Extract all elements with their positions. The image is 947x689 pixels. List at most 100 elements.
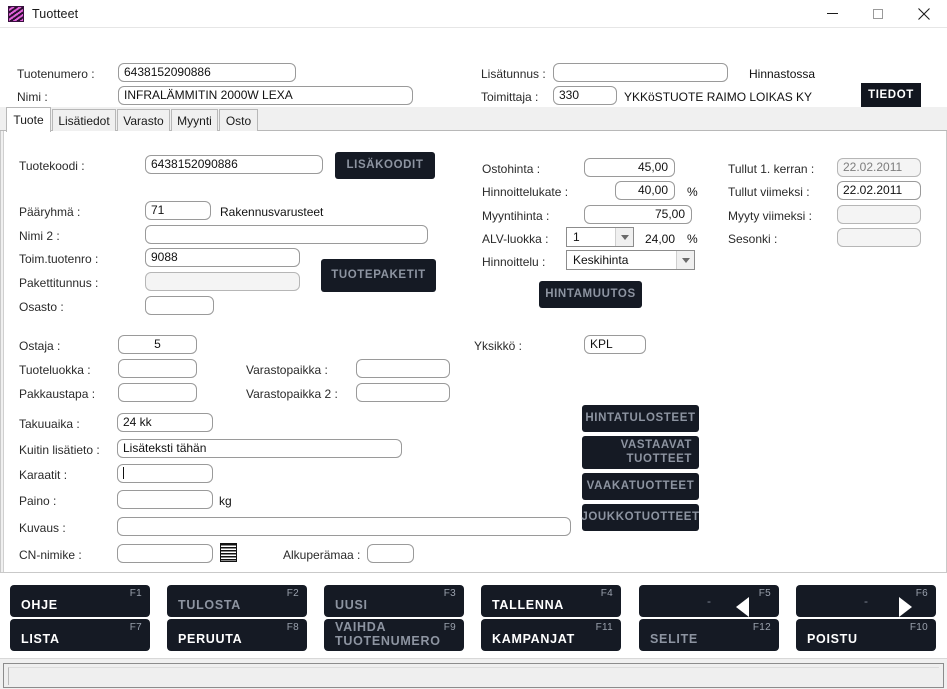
fkey-peruuta[interactable]: F8 PERUUTA [167, 619, 307, 651]
tab-tuote[interactable]: Tuote [6, 107, 51, 132]
lisatunnus-input[interactable] [553, 63, 728, 82]
hinnoittelu-select[interactable]: Keskihinta [566, 250, 695, 270]
nimi2-input[interactable] [145, 225, 428, 244]
vastaavat-tuotteet-button[interactable]: VASTAAVAT TUOTTEET [582, 436, 699, 469]
toimittaja-input[interactable]: 330 [553, 86, 617, 105]
chevron-down-icon [615, 228, 633, 246]
fkey-ohje[interactable]: F1 OHJE [10, 585, 150, 617]
varastopaikka-2-input[interactable] [356, 383, 450, 402]
close-icon[interactable] [901, 0, 947, 27]
label-yksikko: Yksikkö : [474, 339, 523, 353]
label-alkuperamaa: Alkuperämaa : [283, 548, 361, 562]
fkey-vaihda-tuotenumero[interactable]: F9 VAIHDA TUOTENUMERO [324, 619, 464, 651]
fkey-ohje-num: F1 [129, 588, 142, 599]
fkey-kampanjat[interactable]: F11 KAMPANJAT [481, 619, 621, 651]
tuotenumero-input[interactable]: 6438152090886 [118, 63, 296, 82]
pakkaustapa-input[interactable] [118, 383, 197, 402]
label-karaatit: Karaatit : [19, 468, 68, 482]
label-tullut-viimeksi: Tullut viimeksi : [728, 185, 810, 199]
label-tullut-1-kerran: Tullut 1. kerran : [728, 162, 815, 176]
fkey-tallenna[interactable]: F4 TALLENNA [481, 585, 621, 617]
label-tuotenumero: Tuotenumero : [17, 67, 95, 81]
yksikko-input[interactable]: KPL [584, 335, 646, 354]
alkuperamaa-input[interactable] [367, 544, 414, 563]
myyntihinta-input[interactable]: 75,00 [584, 205, 692, 224]
cn-nimike-input[interactable] [117, 544, 213, 563]
tuotekoodi-input[interactable]: 6438152090886 [145, 155, 323, 174]
karaatit-input[interactable] [117, 464, 213, 483]
joukkotuotteet-button[interactable]: JOUKKOTUOTTEET [581, 504, 699, 531]
arrow-right-icon [899, 597, 912, 617]
kuitin-lisatieto-input[interactable]: Lisäteksti tähän [117, 439, 402, 458]
hinnoittelukate-unit: % [687, 185, 698, 199]
tullut-1-kerran-input[interactable]: 22.02.2011 [837, 158, 921, 177]
paaryhma-input[interactable]: 71 [145, 201, 211, 220]
label-kuitin-lisatieto: Kuitin lisätieto : [19, 443, 100, 457]
hintamuutos-button[interactable]: HINTAMUUTOS [539, 281, 642, 308]
pakettitunnus-input[interactable] [145, 272, 300, 291]
label-ostaja: Ostaja : [19, 339, 61, 353]
osasto-input[interactable] [145, 296, 214, 315]
maximize-icon[interactable] [855, 0, 901, 27]
fkey-tulosta[interactable]: F2 TULOSTA [167, 585, 307, 617]
fkey-lista-num: F7 [129, 622, 142, 633]
fkey-lista[interactable]: F7 LISTA [10, 619, 150, 651]
tullut-viimeksi-input[interactable]: 22.02.2011 [837, 181, 921, 200]
lisakoodit-button[interactable]: LISÄKOODIT [335, 152, 435, 179]
fkey-previous-num: F5 [758, 588, 771, 599]
alv-luokka-value: 1 [573, 230, 580, 244]
takuuaika-input[interactable]: 24 kk [117, 413, 213, 432]
tab-osto[interactable]: Osto [219, 109, 258, 131]
fkey-tulosta-num: F2 [286, 588, 299, 599]
fkey-poistu[interactable]: F10 POISTU [796, 619, 936, 651]
tab-myynti[interactable]: Myynti [171, 109, 218, 131]
label-paaryhma: Pääryhmä : [19, 205, 81, 219]
fkey-next[interactable]: F6 - [796, 585, 936, 617]
paino-input[interactable] [117, 490, 213, 509]
tab-content-tuote: Tuotekoodi : 6438152090886 LISÄKOODIT Pä… [0, 131, 947, 573]
label-myyty-viimeksi: Myyty viimeksi : [728, 209, 812, 223]
label-hinnoittelukate: Hinnoittelukate : [482, 185, 569, 199]
ostohinta-input[interactable]: 45,00 [584, 158, 675, 177]
fkey-previous[interactable]: F5 - [639, 585, 779, 617]
fkey-tallenna-num: F4 [600, 588, 613, 599]
fkey-next-label: - [864, 594, 868, 608]
fkey-uusi[interactable]: F3 UUSI [324, 585, 464, 617]
label-toimittaja: Toimittaja : [481, 90, 539, 104]
status-message-text [8, 667, 939, 685]
label-sesonki: Sesonki : [728, 232, 778, 246]
label-paino: Paino : [19, 494, 57, 508]
tuoteluokka-input[interactable] [118, 359, 197, 378]
fkey-poistu-num: F10 [909, 622, 928, 633]
tiedot-button[interactable]: TIEDOT [861, 83, 921, 108]
label-pakettitunnus: Pakettitunnus : [19, 276, 99, 290]
kuvaus-input[interactable] [117, 517, 571, 536]
myyty-viimeksi-input[interactable] [837, 205, 921, 224]
tuotepaketit-button[interactable]: TUOTEPAKETIT [321, 259, 436, 292]
fkey-previous-label: - [707, 594, 711, 608]
fkey-peruuta-num: F8 [286, 622, 299, 633]
hintatulosteet-button[interactable]: HINTATULOSTEET [582, 405, 699, 432]
fkey-vaihda-tuotenumero-num: F9 [443, 622, 456, 633]
varastopaikka-input[interactable] [356, 359, 450, 378]
tab-varasto[interactable]: Varasto [117, 109, 170, 131]
sesonki-input[interactable] [837, 228, 921, 247]
paino-unit: kg [219, 494, 232, 508]
function-key-bar: F1 OHJE F2 TULOSTA F3 UUSI F4 TALLENNA F… [0, 578, 947, 658]
minimize-icon[interactable] [809, 0, 855, 27]
tab-lisatiedot[interactable]: Lisätiedot [52, 109, 116, 131]
ostaja-input[interactable]: 5 [118, 335, 197, 354]
vaakatuotteet-button[interactable]: VAAKATUOTTEET [582, 473, 699, 500]
hinnoittelukate-input[interactable]: 40,00 [615, 181, 675, 200]
fkey-selite[interactable]: F12 SELITE [639, 619, 779, 651]
label-tuotekoodi: Tuotekoodi : [19, 159, 85, 173]
toim-tuotenro-input[interactable]: 9088 [145, 248, 300, 267]
nimi-input[interactable]: INFRALÄMMITIN 2000W LEXA [118, 86, 413, 105]
alv-luokka-select[interactable]: 1 [566, 227, 634, 247]
label-pakkaustapa: Pakkaustapa : [19, 387, 96, 401]
panel-left-edge [1, 131, 4, 572]
label-varastopaikka: Varastopaikka : [246, 363, 328, 377]
label-kuvaus: Kuvaus : [19, 521, 66, 535]
arrow-left-icon [736, 597, 749, 617]
barcode-icon[interactable] [220, 543, 237, 562]
